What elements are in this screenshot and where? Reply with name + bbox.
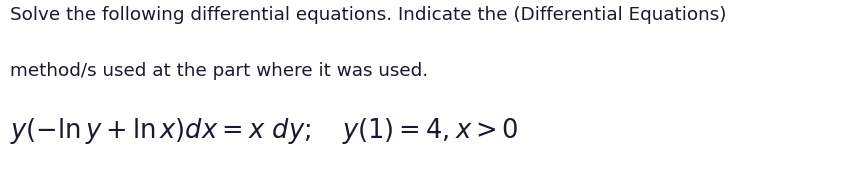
Text: $y(-\ln y + \ln x)dx = x\ dy;\quad y(1) = 4, x > 0$: $y(-\ln y + \ln x)dx = x\ dy;\quad y(1) … [10, 115, 519, 146]
Text: Solve the following differential equations. Indicate the (Differential Equations: Solve the following differential equatio… [10, 6, 727, 24]
Text: method/s used at the part where it was used.: method/s used at the part where it was u… [10, 62, 429, 80]
